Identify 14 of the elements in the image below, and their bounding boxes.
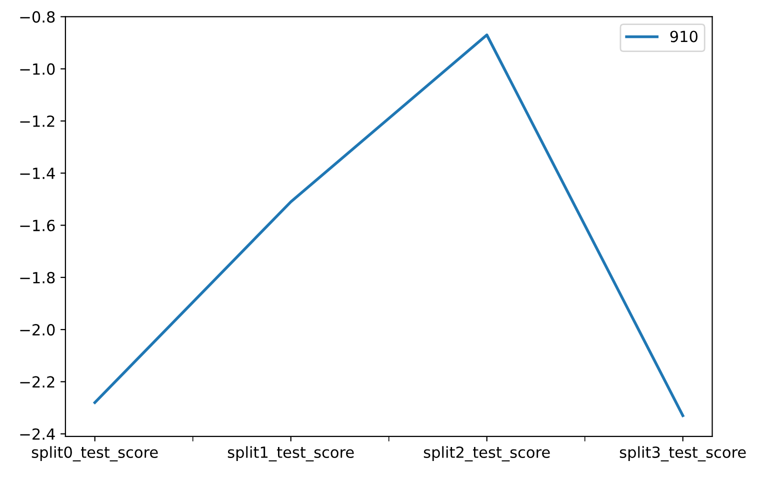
x-tick-label: split2_test_score — [424, 446, 550, 462]
y-tick-label: −2.2 — [20, 376, 54, 388]
y-tick-label: −0.8 — [20, 11, 55, 23]
y-tick-label: −1.8 — [20, 272, 55, 284]
x-tick-label: split0_test_score — [32, 446, 158, 462]
y-tick-label: −2.0 — [20, 324, 55, 336]
y-tick-label: −1.2 — [20, 115, 54, 127]
y-tick-label: −1.4 — [20, 168, 55, 179]
y-tick-label: −2.4 — [20, 428, 55, 440]
x-tick-label: split1_test_score — [228, 446, 354, 462]
y-tick-label: −1.0 — [20, 63, 55, 75]
legend-label: 910 — [670, 30, 698, 42]
x-tick-label: split3_test_score — [620, 446, 746, 462]
y-tick-label: −1.6 — [20, 220, 55, 232]
